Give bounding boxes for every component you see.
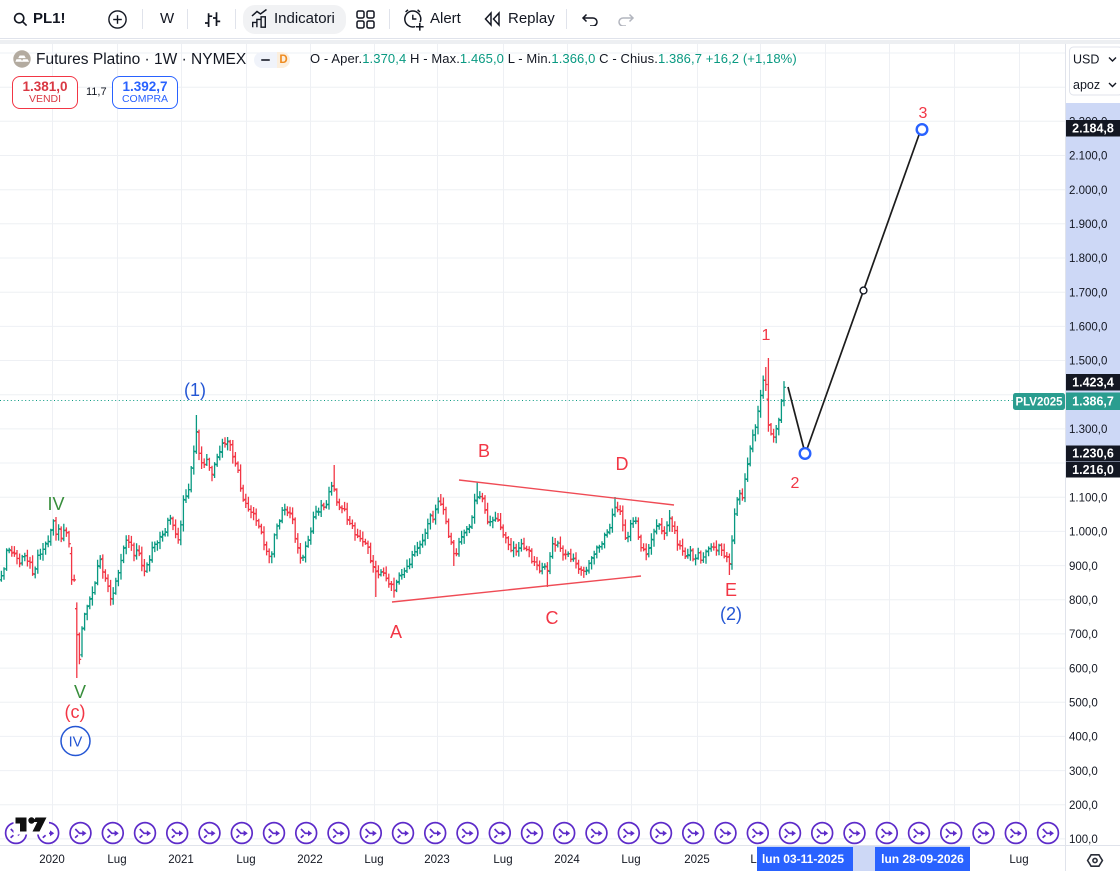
svg-text:Lug: Lug [236, 854, 255, 866]
svg-text:Lug: Lug [1009, 854, 1028, 866]
svg-text:(1): (1) [184, 380, 206, 400]
svg-text:IV: IV [69, 735, 83, 751]
svg-text:Lug: Lug [364, 854, 383, 866]
svg-text:1.500,0: 1.500,0 [1069, 356, 1107, 368]
svg-text:2025: 2025 [684, 854, 710, 866]
svg-text:100,0: 100,0 [1069, 834, 1098, 846]
svg-text:1.230,6: 1.230,6 [1072, 447, 1114, 461]
svg-text:IV: IV [47, 494, 64, 514]
svg-text:D: D [616, 454, 629, 474]
svg-text:1: 1 [762, 327, 771, 344]
svg-text:800,0: 800,0 [1069, 595, 1098, 607]
svg-text:lun 28-09-2026: lun 28-09-2026 [881, 852, 964, 866]
svg-text:2.100,0: 2.100,0 [1069, 151, 1107, 163]
svg-text:2: 2 [791, 475, 800, 492]
svg-text:1.423,4: 1.423,4 [1072, 376, 1114, 390]
svg-text:700,0: 700,0 [1069, 629, 1098, 641]
svg-text:lun 03-11-2025: lun 03-11-2025 [762, 852, 844, 866]
svg-text:2.184,8: 2.184,8 [1072, 122, 1114, 136]
svg-text:3: 3 [919, 105, 928, 122]
svg-text:V: V [74, 682, 86, 702]
svg-text:1.386,7: 1.386,7 [1072, 395, 1114, 409]
svg-text:1.900,0: 1.900,0 [1069, 219, 1107, 231]
svg-text:400,0: 400,0 [1069, 732, 1098, 744]
svg-text:500,0: 500,0 [1069, 697, 1098, 709]
svg-text:2020: 2020 [39, 854, 65, 866]
svg-text:1.100,0: 1.100,0 [1069, 492, 1107, 504]
svg-text:1.300,0: 1.300,0 [1069, 424, 1107, 436]
svg-text:A: A [390, 622, 402, 642]
svg-text:1.600,0: 1.600,0 [1069, 322, 1107, 334]
svg-text:B: B [478, 441, 490, 461]
svg-text:Lug: Lug [107, 854, 126, 866]
svg-text:200,0: 200,0 [1069, 800, 1098, 812]
svg-text:apoz: apoz [1073, 78, 1100, 92]
svg-text:USD: USD [1073, 53, 1099, 67]
svg-text:2021: 2021 [168, 854, 194, 866]
svg-text:2022: 2022 [297, 854, 323, 866]
svg-text:Lug: Lug [493, 854, 512, 866]
svg-text:(c): (c) [65, 702, 86, 722]
svg-text:1.216,0: 1.216,0 [1072, 463, 1114, 477]
svg-text:PLV2025: PLV2025 [1015, 397, 1063, 409]
svg-text:2.000,0: 2.000,0 [1069, 185, 1107, 197]
svg-text:C: C [546, 608, 559, 628]
svg-text:(2): (2) [720, 604, 742, 624]
svg-text:1.700,0: 1.700,0 [1069, 287, 1107, 299]
svg-text:600,0: 600,0 [1069, 663, 1098, 675]
svg-text:900,0: 900,0 [1069, 561, 1098, 573]
svg-text:1.800,0: 1.800,0 [1069, 253, 1107, 265]
svg-text:Lug: Lug [621, 854, 640, 866]
svg-text:E: E [725, 580, 737, 600]
svg-text:1.000,0: 1.000,0 [1069, 527, 1107, 539]
svg-text:2023: 2023 [424, 854, 450, 866]
svg-text:2024: 2024 [554, 854, 580, 866]
svg-text:300,0: 300,0 [1069, 766, 1098, 778]
